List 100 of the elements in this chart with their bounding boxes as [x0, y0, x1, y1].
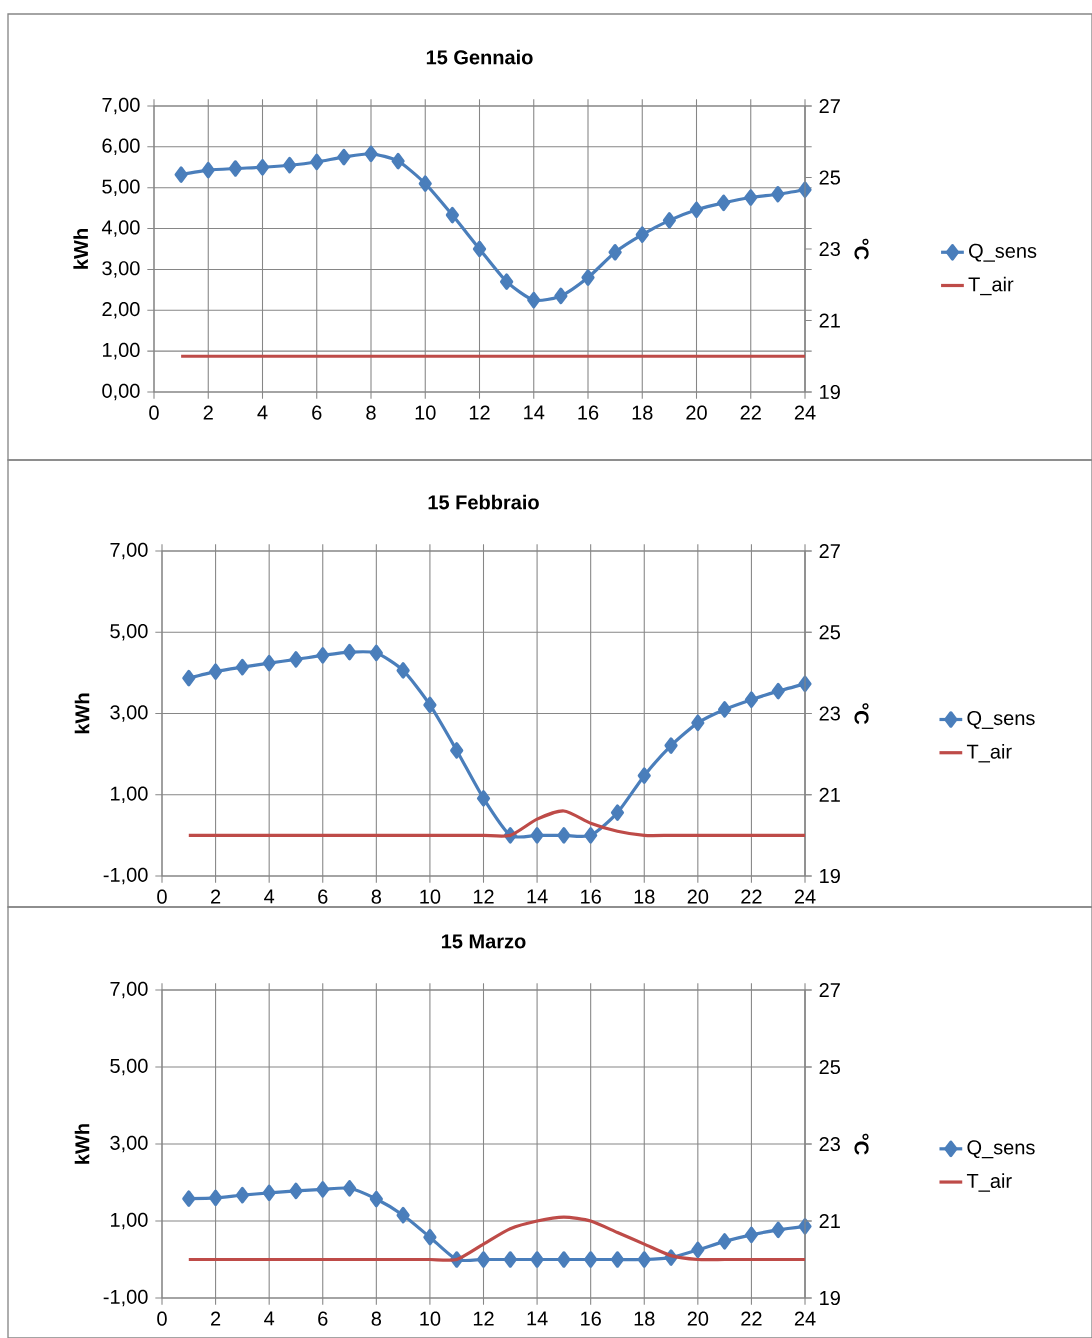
point	[342, 643, 357, 661]
y-tick-label: 1,00	[111, 1212, 148, 1230]
point	[503, 1251, 517, 1268]
point	[182, 1190, 196, 1207]
point	[342, 1180, 357, 1197]
legend-label: Q_sens	[967, 711, 1035, 729]
point	[235, 1186, 249, 1204]
x-tick-label: 18	[634, 1311, 655, 1326]
point	[208, 663, 223, 680]
y2-axis-title: °C	[854, 1133, 869, 1155]
point	[771, 185, 785, 203]
point	[610, 1251, 625, 1268]
point	[581, 269, 595, 286]
y2-tick-label: 23	[819, 706, 840, 721]
y-tick-label: 7,00	[110, 542, 148, 560]
x-tick-label: 24	[794, 1311, 816, 1326]
x-tick-label: 22	[741, 889, 762, 904]
point	[418, 175, 432, 192]
y2-tick-label: 19	[820, 1290, 840, 1306]
y-tick-label: 2,00	[102, 302, 140, 319]
point	[472, 240, 487, 258]
point	[445, 206, 459, 224]
y-tick-label: 3,00	[110, 705, 148, 722]
y2-axis-title: °C	[854, 703, 869, 725]
y-tick-label: 5,00	[110, 623, 148, 641]
x-tick-label: 0	[149, 405, 159, 420]
x-tick-label: 24	[794, 405, 816, 420]
point	[450, 742, 464, 759]
x-tick-label: 20	[687, 889, 709, 904]
point	[396, 1206, 410, 1224]
point	[744, 691, 759, 708]
x-tick-label: 2	[203, 405, 213, 420]
y-tick-label: 7,00	[102, 97, 140, 115]
x-tick-label: 16	[581, 889, 601, 904]
y2-tick-label: 25	[819, 1059, 841, 1075]
point	[423, 696, 437, 714]
point	[554, 287, 568, 305]
x-tick-label: 0	[157, 1311, 167, 1326]
legend-label: Q_sens	[967, 1140, 1035, 1159]
legend-label: T_air	[966, 1173, 1012, 1192]
point	[289, 1182, 303, 1200]
chart-title: 15 Febbraio	[428, 494, 539, 510]
y2-tick-label: 27	[819, 99, 840, 113]
x-tick-label: 6	[318, 889, 328, 904]
x-tick-label: 8	[371, 1311, 382, 1326]
y2-tick-label: 27	[819, 544, 840, 558]
x-tick-label: 10	[420, 889, 441, 904]
x-tick-label: 12	[473, 889, 494, 904]
x-tick-label: 14	[527, 1311, 548, 1326]
x-tick-label: 12	[473, 1311, 494, 1326]
point	[718, 701, 732, 718]
y2-tick-label: 27	[819, 983, 840, 997]
point	[717, 194, 731, 212]
point	[208, 1189, 223, 1207]
y2-tick-label: 21	[819, 1214, 840, 1228]
point	[391, 152, 405, 170]
point	[228, 160, 242, 177]
point	[201, 161, 215, 179]
x-tick-label: 16	[578, 405, 599, 420]
y2-tick-label: 23	[819, 241, 840, 257]
point	[744, 1226, 759, 1244]
y-axis-title: kWh	[73, 229, 88, 269]
point	[423, 1228, 437, 1246]
point	[500, 273, 514, 290]
y-tick-label: 3,00	[110, 1135, 148, 1153]
point	[771, 682, 785, 700]
point	[337, 148, 351, 166]
point	[691, 1241, 705, 1259]
x-tick-label: 4	[264, 889, 275, 904]
y2-tick-label: 21	[819, 313, 840, 328]
x-tick-label: 6	[318, 1311, 328, 1326]
point	[637, 767, 651, 784]
y-tick-label: 5,00	[102, 179, 140, 196]
x-tick-label: 22	[740, 405, 761, 420]
point	[718, 1233, 732, 1250]
x-tick-label: 20	[686, 405, 707, 420]
point	[289, 651, 303, 668]
point	[530, 827, 544, 844]
point	[557, 1251, 571, 1268]
point	[316, 1181, 330, 1198]
x-tick-label: 18	[632, 405, 653, 420]
point	[316, 647, 330, 664]
point	[283, 156, 297, 174]
point	[771, 1221, 785, 1239]
point	[637, 1251, 651, 1268]
point	[635, 226, 649, 243]
y2-tick-label: 21	[819, 787, 840, 802]
x-tick-label: 2	[211, 889, 221, 904]
point	[262, 1184, 276, 1202]
point	[608, 243, 622, 261]
y-tick-label: 0,00	[102, 383, 140, 401]
point	[369, 644, 383, 662]
point	[610, 804, 625, 821]
y2-tick-label: 25	[819, 625, 841, 640]
point	[584, 827, 598, 844]
x-tick-label: 20	[687, 1311, 709, 1326]
point	[557, 827, 571, 844]
x-tick-label: 10	[420, 1311, 441, 1326]
x-tick-label: 4	[257, 405, 268, 420]
y-tick-label: 5,00	[110, 1058, 148, 1076]
